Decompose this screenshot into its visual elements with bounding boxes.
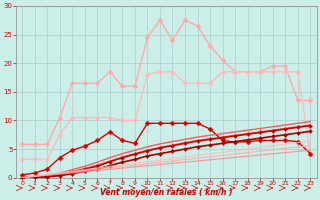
X-axis label: Vent moyen/en rafales ( km/h ): Vent moyen/en rafales ( km/h ) [100, 188, 233, 197]
